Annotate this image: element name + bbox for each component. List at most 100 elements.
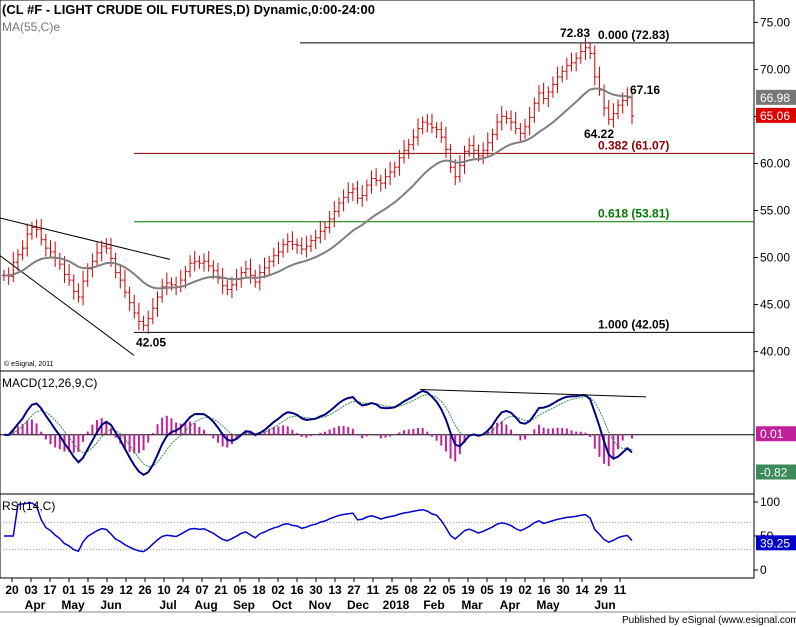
price-bar: [471, 135, 476, 159]
x-month-label: Sep: [233, 598, 255, 612]
price-bar: [43, 234, 48, 257]
price-bar: [202, 253, 207, 272]
price-bar: [327, 210, 332, 234]
price-bar: [127, 286, 132, 312]
price-bar: [406, 139, 411, 159]
price-bar: [48, 240, 53, 258]
price-bar: [462, 145, 467, 174]
price-bar: [39, 218, 44, 246]
price-bar: [523, 118, 528, 140]
x-month-label: Dec: [347, 598, 369, 612]
macd-title: MACD(12,26,9,C): [2, 376, 97, 390]
fib-label: 0.618 (53.81): [598, 207, 669, 221]
price-bar: [416, 118, 421, 146]
price-title: (CL #F - LIGHT CRUDE OIL FUTURES,D) Dyna…: [2, 2, 375, 17]
price-bar: [411, 129, 416, 151]
price-bar: [318, 220, 323, 244]
x-tick-label: 16: [537, 583, 551, 597]
price-bar: [15, 249, 20, 271]
price-bar: [313, 229, 318, 250]
x-month-label: May: [536, 598, 560, 612]
price-bar: [453, 159, 458, 186]
price-bar: [495, 114, 500, 140]
macd-value-badge: [756, 426, 796, 442]
rsi-line: [4, 502, 633, 553]
x-tick-label: 02: [271, 583, 285, 597]
price-bar: [76, 283, 81, 303]
x-tick-label: 05: [480, 583, 494, 597]
footer-credit: Published by eSignal (www.esignal.com): [622, 615, 796, 626]
x-month-label: Jun: [100, 598, 121, 612]
x-month-label: Aug: [194, 598, 217, 612]
price-bar: [350, 183, 355, 202]
price-annotation: 67.16: [630, 83, 660, 97]
price-bar: [509, 110, 514, 131]
price-bar: [188, 255, 193, 278]
price-bar: [71, 274, 76, 300]
x-month-label: Apr: [25, 598, 46, 612]
x-month-label: May: [61, 598, 85, 612]
price-bar: [355, 180, 360, 204]
price-bar: [592, 45, 597, 86]
price-bar: [536, 84, 541, 112]
price-bar: [560, 65, 565, 83]
price-bar: [122, 269, 127, 298]
price-y-tick-label: 75.00: [760, 15, 790, 29]
price-bar: [467, 137, 472, 157]
x-tick-label: 01: [62, 583, 76, 597]
price-bar: [229, 276, 234, 298]
price-bar: [597, 66, 602, 96]
price-bar: [546, 86, 551, 108]
price-bar: [290, 231, 295, 251]
x-tick-label: 12: [119, 583, 133, 597]
price-y-tick-label: 40.00: [760, 345, 790, 359]
x-tick-label: 29: [100, 583, 114, 597]
price-bar: [192, 250, 197, 272]
price-bar: [360, 185, 365, 207]
price-bar: [113, 252, 118, 279]
x-tick-label: 26: [138, 583, 152, 597]
price-bar: [81, 270, 86, 306]
price-bar: [262, 257, 267, 279]
price-bar: [322, 221, 327, 240]
rsi-y-tick-label: 100: [760, 495, 780, 509]
x-month-label: Nov: [309, 598, 332, 612]
price-bar: [532, 97, 537, 124]
x-tick-label: 19: [461, 583, 475, 597]
x-month-label: 2018: [383, 598, 410, 612]
price-bar: [499, 106, 504, 131]
x-tick-label: 05: [442, 583, 456, 597]
price-bar: [267, 255, 272, 277]
x-tick-label: 02: [518, 583, 532, 597]
axis-layer: 40.0045.0050.0055.0060.0065.0070.0075.00…: [5, 15, 796, 612]
price-bar: [397, 149, 402, 176]
price-bar: [583, 37, 588, 61]
price-bar: [29, 221, 34, 240]
price-bar: [141, 315, 146, 331]
price-bar: [490, 128, 495, 152]
price-panel: [0, 0, 755, 372]
price-bar: [95, 242, 100, 267]
ma-label: MA(55,C)e: [2, 20, 60, 34]
fib-label: 0.382 (61.07): [598, 138, 669, 152]
price-bar: [588, 42, 593, 60]
price-bar: [504, 110, 509, 124]
fib-label: 1.000 (42.05): [598, 317, 669, 331]
price-annotation: 42.05: [136, 335, 166, 349]
rsi-value-badge: [756, 535, 796, 551]
price-bar: [276, 241, 281, 265]
x-tick-label: 27: [347, 583, 361, 597]
price-bar: [309, 234, 314, 252]
price-bar: [513, 111, 518, 135]
price-bar: [99, 240, 104, 262]
macd-value-badge: [756, 464, 796, 480]
price-bar: [20, 240, 25, 261]
rsi-y-tick-label: 0: [760, 563, 767, 577]
price-bar: [564, 57, 569, 80]
price-bar: [336, 197, 341, 218]
copyright-label: © eSignal, 2011: [4, 360, 54, 368]
price-bar: [448, 143, 453, 173]
price-y-tick-label: 70.00: [760, 62, 790, 76]
price-bar: [439, 121, 444, 143]
price-bar: [164, 272, 169, 296]
